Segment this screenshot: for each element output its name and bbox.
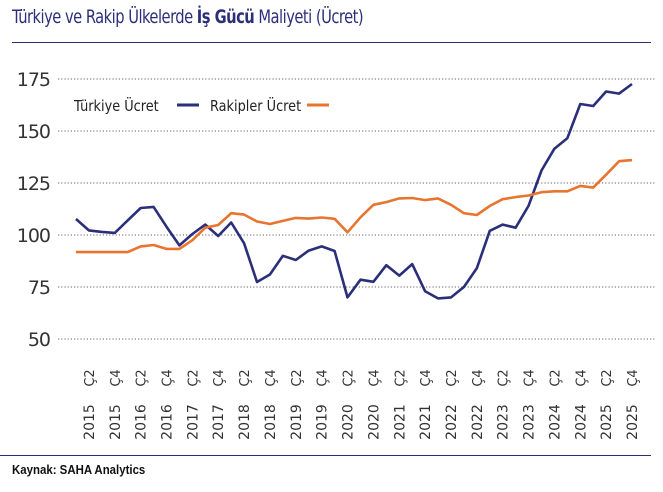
x-tick-quarter: Ç2 bbox=[497, 369, 512, 386]
x-tick-quarter: Ç2 bbox=[238, 369, 253, 386]
x-tick-year: 2021 bbox=[392, 404, 408, 440]
x-tick-year: 2020 bbox=[366, 404, 382, 440]
x-tick-quarter: Ç4 bbox=[523, 369, 538, 386]
x-tick-quarter: Ç2 bbox=[445, 369, 460, 386]
source-note: Kaynak: SAHA Analytics bbox=[12, 462, 146, 477]
x-tick-year: 2017 bbox=[185, 404, 201, 440]
y-tick-label: 175 bbox=[17, 69, 50, 91]
y-tick-label: 100 bbox=[17, 225, 50, 247]
title-divider bbox=[12, 42, 651, 43]
x-tick-quarter: Ç2 bbox=[548, 369, 563, 386]
x-tick-year: 2024 bbox=[573, 404, 589, 440]
x-tick-quarter: Ç2 bbox=[186, 369, 201, 386]
y-tick-label: 50 bbox=[28, 329, 50, 351]
x-tick-quarter: Ç2 bbox=[342, 369, 357, 386]
x-tick-year: 2017 bbox=[211, 404, 227, 440]
x-tick-year: 2022 bbox=[470, 404, 486, 440]
x-tick-quarter: Ç2 bbox=[290, 369, 305, 386]
x-tick-year: 2025 bbox=[625, 404, 641, 440]
y-tick-label: 75 bbox=[28, 277, 50, 299]
x-tick-quarter: Ç4 bbox=[109, 369, 124, 386]
x-tick-year: 2018 bbox=[237, 404, 253, 440]
x-tick-year: 2022 bbox=[444, 404, 460, 440]
x-tick-quarter: Ç4 bbox=[316, 369, 331, 386]
series-line-turkiye bbox=[75, 82, 633, 300]
title-suffix-text: Maliyeti (Ücret) bbox=[254, 6, 364, 28]
x-tick-year: 2015 bbox=[108, 404, 124, 440]
title-text: Türkiye ve Rakip Ülkelerde bbox=[12, 6, 197, 28]
x-tick-year: 2025 bbox=[599, 404, 615, 440]
x-tick-quarter: Ç4 bbox=[212, 369, 227, 386]
x-tick-quarter: Ç2 bbox=[83, 369, 98, 386]
x-tick-year: 2019 bbox=[289, 404, 305, 440]
x-tick-year: 2024 bbox=[547, 404, 563, 440]
x-tick-quarter: Ç4 bbox=[161, 369, 176, 386]
x-tick-quarter: Ç4 bbox=[419, 369, 434, 386]
x-tick-year: 2016 bbox=[160, 404, 176, 440]
x-tick-year: 2023 bbox=[522, 404, 538, 440]
x-tick-year: 2019 bbox=[315, 404, 331, 440]
y-tick-label: 150 bbox=[17, 121, 50, 143]
footer-divider bbox=[0, 455, 651, 456]
legend-label: Türkiye Ücret bbox=[73, 96, 159, 115]
x-tick-quarter: Ç4 bbox=[574, 369, 589, 386]
y-tick-label: 125 bbox=[17, 173, 50, 195]
x-tick-quarter: Ç4 bbox=[626, 369, 641, 386]
x-tick-quarter: Ç2 bbox=[393, 369, 408, 386]
chart-title: Türkiye ve Rakip Ülkelerde İş Gücü Maliy… bbox=[12, 6, 364, 28]
legend-label: Rakipler Ücret bbox=[210, 96, 302, 115]
x-tick-year: 2018 bbox=[263, 404, 279, 440]
x-tick-year: 2023 bbox=[496, 404, 512, 440]
x-tick-quarter: Ç2 bbox=[135, 369, 150, 386]
x-tick-year: 2015 bbox=[82, 404, 98, 440]
x-tick-year: 2020 bbox=[341, 404, 357, 440]
x-tick-quarter: Ç4 bbox=[471, 369, 486, 386]
x-tick-quarter: Ç2 bbox=[600, 369, 615, 386]
x-tick-quarter: Ç4 bbox=[367, 369, 382, 386]
x-tick-year: 2016 bbox=[134, 404, 150, 440]
series-line-rakipler bbox=[76, 158, 633, 254]
x-tick-quarter: Ç4 bbox=[264, 369, 279, 386]
title-bold-text: İş Gücü bbox=[196, 6, 255, 28]
x-tick-year: 2021 bbox=[418, 404, 434, 440]
